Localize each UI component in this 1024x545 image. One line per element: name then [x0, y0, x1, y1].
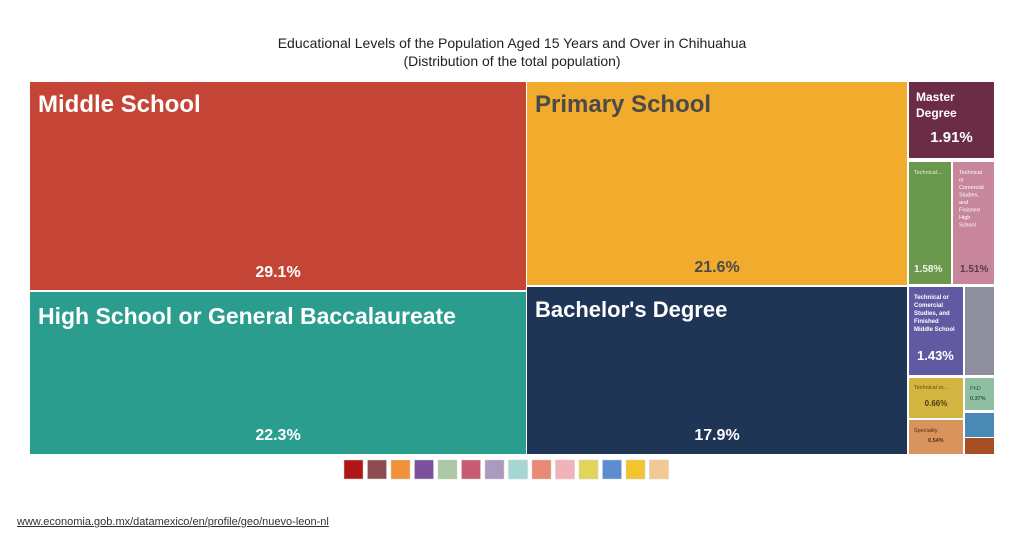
treemap-tile-unlabeled-8[interactable] — [965, 287, 994, 375]
tile-rect — [909, 287, 963, 375]
tile-label: Master — [916, 90, 955, 104]
tile-rect — [909, 82, 994, 158]
tile-label: Comercial — [914, 303, 943, 309]
legend-swatch[interactable] — [367, 459, 387, 480]
tile-label: Technical — [959, 170, 982, 176]
tile-rect — [527, 82, 907, 285]
legend-swatch[interactable] — [461, 459, 481, 480]
tile-rect — [30, 292, 526, 454]
tile-value: 0.37% — [970, 396, 986, 402]
tile-rect — [30, 82, 526, 290]
treemap-tile-technical-or-comercial-studies-and-finished-middle-school[interactable]: Technical or Comercial Studies, and Finishe… — [909, 287, 963, 375]
legend-swatch[interactable] — [649, 459, 669, 480]
tile-rect — [909, 420, 963, 454]
tile-rect — [909, 378, 963, 418]
legend-swatch[interactable] — [437, 459, 458, 480]
chart-title-block: Educational Levels of the Population Age… — [0, 34, 1024, 70]
legend-swatch[interactable] — [343, 459, 364, 480]
chart-subtitle: (Distribution of the total population) — [403, 53, 621, 69]
tile-rect — [965, 438, 994, 454]
tile-label: School — [959, 223, 976, 229]
tile-label: High — [959, 215, 970, 221]
tile-label: Studies, and — [914, 311, 950, 317]
tile-label: Degree — [916, 106, 957, 120]
tile-value: 1.51% — [960, 264, 988, 275]
legend-swatch[interactable] — [531, 459, 552, 480]
legend-swatch[interactable] — [390, 459, 411, 480]
tile-value: 1.91% — [930, 129, 973, 146]
treemap-tile-primary-school[interactable]: Primary School 21.6% — [527, 82, 907, 285]
tile-label: Speciality — [914, 428, 938, 434]
treemap-tile-high-school-or-general-baccalaureate[interactable]: High School or General Baccalaureate 22.3… — [30, 292, 526, 454]
tile-rect — [965, 287, 994, 375]
legend-swatch[interactable] — [508, 459, 528, 480]
tile-label: and — [959, 200, 968, 206]
treemap-tile-master-degree[interactable]: Master Degree 1.91% — [909, 82, 994, 158]
tile-label: Bachelor's Degree — [535, 297, 727, 322]
tile-value: 0.66% — [925, 399, 948, 408]
tile-label: Middle School — [38, 91, 201, 118]
legend-swatch[interactable] — [484, 459, 505, 480]
tile-rect — [965, 378, 994, 410]
treemap-tile-unlabeled-13[interactable] — [965, 438, 994, 454]
tile-value: 1.58% — [914, 264, 942, 275]
treemap-tile-phd[interactable]: PhD 0.37% — [965, 378, 994, 410]
chart-title: Educational Levels of the Population Age… — [277, 35, 747, 51]
tile-value: 17.9% — [694, 427, 739, 444]
legend-swatch[interactable] — [414, 459, 434, 480]
tile-rect — [909, 162, 951, 284]
tile-label: Finished — [914, 319, 939, 325]
treemap-tile-unlabeled-12[interactable] — [965, 413, 994, 437]
legend-swatch[interactable] — [625, 459, 646, 480]
tile-label: Comercial — [959, 185, 984, 191]
tile-label: PhD — [970, 386, 981, 392]
tile-value: 22.3% — [255, 427, 300, 444]
tile-rect — [965, 413, 994, 437]
tile-label: Technical... — [914, 170, 942, 176]
tile-label: or — [959, 178, 964, 184]
source-link[interactable]: www.economia.gob.mx/datamexico/en/profil… — [17, 516, 329, 528]
treemap-tile-speciality[interactable]: Speciality 0.54% — [909, 420, 963, 454]
tile-label: Middle School — [914, 327, 955, 333]
treemap-tile-technical[interactable]: Technical... 1.58% — [909, 162, 951, 284]
tile-value: 21.6% — [694, 259, 739, 276]
tile-label: Technical or... — [914, 385, 948, 391]
tile-label: Primary School — [535, 91, 711, 118]
treemap-tile-bachelor-s-degree[interactable]: Bachelor's Degree 17.9% — [527, 287, 907, 454]
treemap-tile-technical-or[interactable]: Technical or... 0.66% — [909, 378, 963, 418]
legend-swatch[interactable] — [578, 459, 599, 480]
tile-label: High School or General Baccalaureate — [38, 303, 456, 329]
tile-rect — [953, 162, 994, 284]
tile-value: 1.43% — [917, 348, 954, 363]
tile-value: 0.54% — [928, 438, 944, 444]
tile-rect — [527, 287, 907, 454]
tile-value: 29.1% — [255, 264, 300, 281]
legend — [343, 459, 669, 480]
legend-swatch[interactable] — [602, 459, 622, 480]
tile-label: Studies, — [959, 193, 979, 199]
legend-swatch[interactable] — [555, 459, 575, 480]
treemap-tile-middle-school[interactable]: Middle School 29.1% — [30, 82, 526, 290]
tile-label: Finished — [959, 208, 980, 214]
tile-label: Technical or — [914, 295, 950, 301]
